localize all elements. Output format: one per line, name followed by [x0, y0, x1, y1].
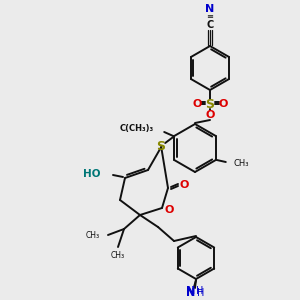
- Text: O: O: [192, 99, 202, 109]
- Text: C: C: [206, 20, 214, 30]
- Text: N: N: [186, 286, 196, 296]
- Text: O: O: [218, 99, 228, 109]
- Text: S: S: [206, 98, 214, 110]
- Text: H: H: [196, 286, 204, 296]
- Text: CH₃: CH₃: [86, 230, 100, 239]
- Text: S: S: [156, 140, 165, 152]
- Text: N: N: [186, 288, 196, 298]
- Text: C(CH₃)₃: C(CH₃)₃: [120, 124, 154, 133]
- Text: H: H: [197, 288, 205, 298]
- Text: HO: HO: [83, 169, 101, 179]
- Text: O: O: [179, 180, 189, 190]
- Text: ≡: ≡: [206, 13, 214, 22]
- Text: N: N: [206, 4, 214, 14]
- Text: O: O: [205, 110, 215, 120]
- Text: CH₃: CH₃: [111, 250, 125, 260]
- Text: CH₃: CH₃: [234, 160, 249, 169]
- Text: O: O: [164, 205, 174, 215]
